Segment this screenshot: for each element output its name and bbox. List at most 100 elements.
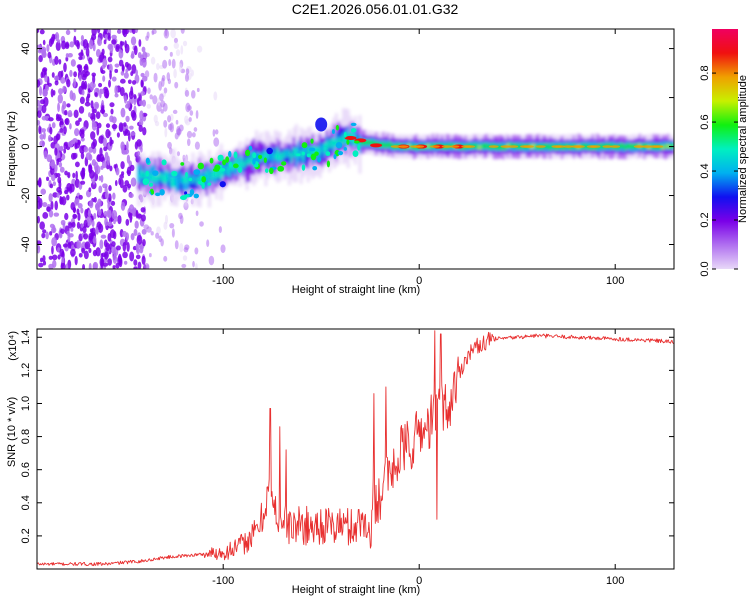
ridge-band bbox=[226, 167, 230, 175]
noise-blob bbox=[182, 40, 188, 47]
noise-blob bbox=[119, 86, 125, 97]
ridge-band bbox=[283, 150, 287, 159]
spectrogram-xlabel: Height of straight line (km) bbox=[292, 284, 420, 296]
noise-blob bbox=[167, 115, 172, 123]
noise-blob bbox=[134, 220, 139, 229]
noise-blob bbox=[100, 234, 107, 239]
noise-blob bbox=[117, 29, 122, 34]
ridge-speckle bbox=[150, 188, 154, 193]
ridge-highlight bbox=[488, 145, 499, 148]
spectrogram-panel: -100 0 100 -40 -20 0 20 40 Height of straight l… bbox=[6, 28, 675, 296]
noise-blob bbox=[195, 110, 199, 119]
noise-blob bbox=[78, 52, 84, 57]
noise-blob bbox=[54, 147, 58, 156]
noise-blob bbox=[120, 78, 126, 84]
ridge-band bbox=[337, 137, 341, 145]
noise-blob bbox=[91, 121, 97, 131]
ridge-highlight bbox=[465, 145, 476, 148]
ridge-speckle bbox=[222, 159, 227, 166]
ridge-speckle bbox=[301, 142, 308, 149]
ridge-highlight bbox=[590, 145, 601, 148]
noise-blob bbox=[118, 257, 123, 268]
noise-blob bbox=[39, 29, 45, 35]
noise-blob bbox=[150, 231, 154, 236]
spectrogram-ylabel: Frequency (Hz) bbox=[6, 111, 18, 187]
ridge-band bbox=[196, 177, 200, 185]
noise-blob bbox=[133, 45, 138, 56]
ridge-band bbox=[546, 144, 550, 149]
noise-blob bbox=[130, 233, 135, 241]
noise-blob bbox=[116, 132, 120, 138]
ridge-band bbox=[179, 172, 183, 183]
noise-blob bbox=[118, 122, 124, 133]
noise-blob bbox=[53, 75, 60, 81]
noise-blob bbox=[148, 253, 152, 258]
noise-blob bbox=[168, 59, 172, 67]
noise-blob bbox=[57, 176, 62, 184]
noise-blob bbox=[49, 223, 55, 229]
ridge-highlight bbox=[500, 145, 511, 148]
noise-blob bbox=[103, 29, 108, 35]
noise-blob bbox=[90, 131, 96, 140]
noise-blob bbox=[88, 57, 93, 65]
noise-blob bbox=[69, 69, 73, 78]
noise-blob bbox=[126, 100, 131, 109]
noise-blob bbox=[120, 141, 125, 151]
noise-blob bbox=[71, 92, 76, 102]
ridge-speckle bbox=[317, 157, 321, 163]
ridge-band bbox=[287, 149, 291, 158]
noise-blob bbox=[54, 164, 58, 173]
noise-blob bbox=[37, 29, 40, 34]
noise-blob bbox=[83, 146, 89, 153]
ridge-band bbox=[666, 143, 670, 149]
noise-blob bbox=[133, 259, 138, 266]
noise-blob bbox=[89, 112, 96, 121]
noise-blob bbox=[213, 137, 220, 147]
noise-blob bbox=[56, 192, 60, 198]
noise-blob bbox=[60, 77, 66, 84]
ridge-speckle bbox=[155, 192, 161, 197]
noise-blob bbox=[163, 119, 168, 128]
ridge-band bbox=[224, 163, 228, 173]
noise-blob bbox=[194, 247, 199, 255]
noise-blob bbox=[124, 180, 130, 187]
ridge-band bbox=[407, 143, 411, 148]
noise-blob bbox=[61, 196, 67, 206]
noise-blob bbox=[97, 154, 101, 161]
ridge-band bbox=[363, 140, 367, 145]
noise-blob bbox=[97, 38, 103, 47]
colorbar-ticks: 0.0 0.2 0.4 0.6 0.8 bbox=[699, 65, 738, 277]
noise-blob bbox=[120, 107, 126, 118]
noise-blob bbox=[141, 228, 147, 235]
noise-blob bbox=[141, 79, 144, 88]
spectrogram-ytick-label: 40 bbox=[20, 42, 32, 54]
noise-blob bbox=[149, 94, 153, 100]
noise-blob bbox=[37, 44, 42, 49]
noise-blob bbox=[80, 180, 86, 185]
noise-blob bbox=[96, 126, 100, 136]
noise-blob bbox=[111, 116, 117, 124]
noise-blob bbox=[93, 196, 97, 203]
noise-blob bbox=[129, 125, 134, 130]
noise-blob bbox=[78, 252, 83, 258]
noise-blob bbox=[74, 142, 78, 150]
ridge-band bbox=[250, 152, 254, 163]
noise-blob bbox=[131, 64, 137, 74]
ridge-speckle bbox=[245, 149, 251, 157]
noise-blob bbox=[43, 131, 46, 140]
ridge-band bbox=[160, 173, 164, 183]
noise-blob bbox=[156, 226, 161, 235]
noise-blob bbox=[51, 174, 56, 182]
ridge-band bbox=[151, 175, 155, 182]
noise-blob bbox=[108, 63, 113, 74]
ridge-speckle bbox=[218, 167, 226, 172]
noise-blob bbox=[38, 198, 43, 208]
noise-blob bbox=[195, 263, 198, 269]
noise-blob bbox=[128, 192, 134, 199]
ridge-speckle bbox=[207, 182, 212, 186]
noise-blob bbox=[169, 222, 175, 229]
ridge-speckle bbox=[325, 151, 331, 157]
noise-blob bbox=[52, 192, 58, 198]
noise-blob bbox=[112, 254, 118, 264]
